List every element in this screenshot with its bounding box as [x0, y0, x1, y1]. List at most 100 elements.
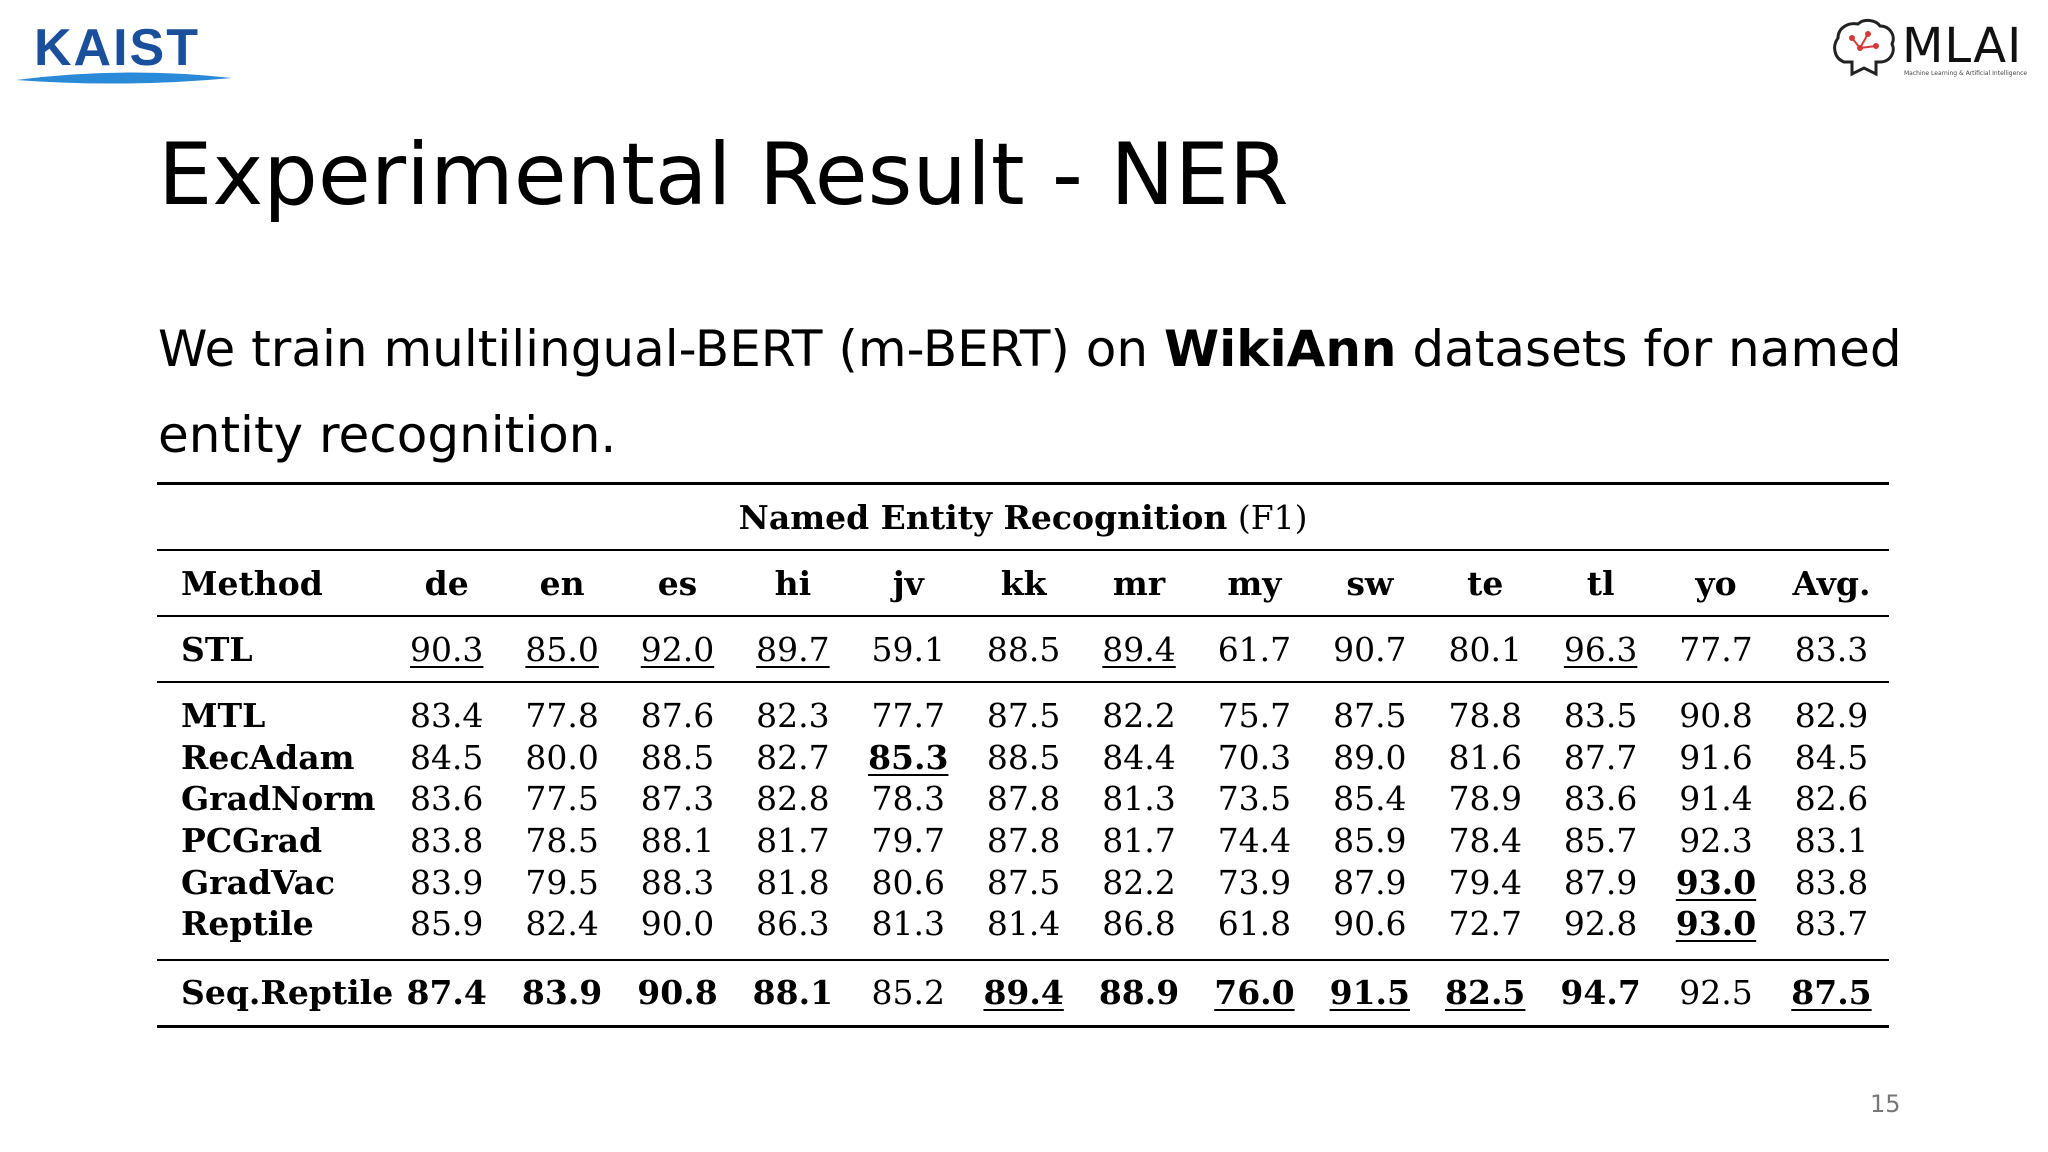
table-cell: 78.9 [1448, 779, 1522, 819]
table-cell: 70.3 [1217, 737, 1292, 777]
table-cell: 90.3 [389, 616, 505, 683]
table-cell: 92.0 [619, 616, 736, 683]
table-cell: 82.8 [756, 779, 830, 819]
column-header: Avg. [1773, 550, 1890, 617]
table-cell: 85.7 [1563, 821, 1638, 861]
table-cell: 77.7 [1658, 616, 1774, 683]
results-table-container: Named Entity Recognition (F1) Method de … [157, 482, 1890, 1028]
table-cell: 83.5 [1563, 696, 1638, 736]
table-cell: 72.7 [1427, 902, 1543, 961]
table-cell: 80.1 [1427, 616, 1543, 683]
table-cell: 61.7 [1196, 616, 1313, 683]
table-cell: 77.8 [525, 696, 599, 736]
table-cell: 85.9 [1333, 821, 1407, 861]
table-cell: 83.9 [409, 862, 484, 902]
column-header: es [619, 550, 736, 617]
table-cell: 78.3 [871, 779, 945, 819]
mlai-logo: MLAI Machine Learning & Artificial Intel… [1830, 18, 2040, 84]
table-cell: 90.8 [619, 959, 736, 1028]
column-header: Method [157, 550, 389, 617]
table-cell: 92.3 [1679, 821, 1753, 861]
method-name: PCGrad [181, 821, 323, 861]
table-caption-metric: (F1) [1227, 497, 1308, 537]
table-cell: 74.4 [1217, 821, 1292, 861]
table-cell: 77.5 [525, 779, 599, 819]
table-cell: 85.9 [389, 902, 505, 961]
table-row-recadam: RecAdam 84.5 80.0 88.5 82.7 85.3 88.5 84… [157, 737, 1889, 779]
brain-circuit-icon [1833, 18, 1895, 77]
table-cell: 82.4 [504, 902, 620, 961]
method-name: RecAdam [181, 737, 355, 777]
table-cell: 81.6 [1448, 737, 1522, 777]
table-cell: 78.8 [1448, 696, 1522, 736]
method-name: Seq.Reptile [157, 959, 393, 1028]
table-cell: 88.5 [986, 737, 1061, 777]
table-cell: 87.6 [640, 696, 715, 736]
table-cell: 92.5 [1658, 959, 1774, 1028]
table-cell: 85.4 [1333, 779, 1407, 819]
method-name: Reptile [157, 902, 389, 961]
table-cell: 87.5 [1333, 696, 1407, 736]
method-name: MTL [181, 696, 266, 736]
intro-text: We train multilingual-BERT (m-BERT) on W… [158, 306, 1918, 478]
table-cell: 89.4 [1081, 616, 1197, 683]
table-cell: 87.7 [1563, 737, 1638, 777]
table-row-mtl: MTL 83.4 77.8 87.6 82.3 77.7 87.5 82.2 7… [157, 682, 1889, 737]
table-cell: 79.7 [871, 821, 945, 861]
method-name: GradVac [181, 862, 336, 902]
intro-text-start: We train multilingual-BERT (m-BERT) on [158, 320, 1164, 378]
table-cell: 81.7 [1102, 821, 1176, 861]
table-cell: 80.0 [525, 737, 599, 777]
table-cell: 83.8 [1794, 862, 1869, 902]
table-cell: 81.8 [756, 862, 830, 902]
table-cell: 83.4 [409, 696, 484, 736]
table-cell: 73.9 [1217, 862, 1292, 902]
table-cell: 87.5 [1773, 959, 1890, 1028]
table-row-gradvac: GradVac 83.9 79.5 88.3 81.8 80.6 87.5 82… [157, 861, 1889, 903]
table-cell: 80.6 [871, 862, 945, 902]
table-cell: 86.8 [1081, 902, 1197, 961]
table-cell: 87.5 [986, 862, 1061, 902]
table-cell: 84.4 [1102, 737, 1176, 777]
kaist-swoosh-icon [16, 72, 232, 84]
kaist-logo: KAIST [14, 12, 234, 86]
table-cell: 85.3 [868, 737, 949, 777]
table-cell: 89.7 [735, 616, 851, 683]
table-cell: 75.7 [1217, 696, 1292, 736]
table-cell: 83.1 [1794, 821, 1869, 861]
table-cell: 61.8 [1196, 902, 1313, 961]
table-cell: 82.6 [1794, 779, 1869, 819]
method-name: STL [157, 616, 389, 683]
table-cell: 87.9 [1333, 862, 1407, 902]
table-cell: 76.0 [1196, 959, 1313, 1028]
table-cell: 82.3 [756, 696, 830, 736]
table-caption-bold: Named Entity Recognition [738, 497, 1228, 537]
table-cell: 81.3 [1102, 779, 1176, 819]
page-number: 15 [1870, 1090, 1901, 1118]
table-cell: 83.3 [1773, 616, 1890, 683]
table-cell: 88.1 [735, 959, 851, 1028]
table-cell: 91.4 [1679, 779, 1753, 819]
page-title: Experimental Result - NER [158, 125, 1289, 225]
table-cell: 81.4 [965, 902, 1082, 961]
table-cell: 88.5 [965, 616, 1082, 683]
ner-results-table: Named Entity Recognition (F1) Method de … [157, 482, 1890, 1028]
column-header: jv [850, 550, 966, 617]
table-row-seq-reptile: Seq.Reptile 87.4 83.9 90.8 88.1 85.2 89.… [157, 959, 1890, 1028]
table-row-gradnorm: GradNorm 83.6 77.5 87.3 82.8 78.3 87.8 8… [157, 778, 1889, 820]
column-header: my [1196, 550, 1313, 617]
dataset-name: WikiAnn [1163, 320, 1397, 378]
table-cell: 94.7 [1542, 959, 1659, 1028]
table-cell: 87.3 [640, 779, 715, 819]
table-cell: 83.6 [1563, 779, 1638, 819]
table-caption: Named Entity Recognition (F1) [157, 482, 1890, 551]
table-cell: 73.5 [1217, 779, 1292, 819]
table-cell: 87.9 [1563, 862, 1638, 902]
table-cell: 78.5 [525, 821, 599, 861]
table-cell: 79.5 [525, 862, 599, 902]
table-cell: 92.8 [1542, 902, 1659, 961]
table-cell: 88.1 [640, 821, 715, 861]
table-cell: 91.5 [1312, 959, 1428, 1028]
table-cell: 89.0 [1333, 737, 1407, 777]
table-cell: 87.5 [986, 696, 1061, 736]
